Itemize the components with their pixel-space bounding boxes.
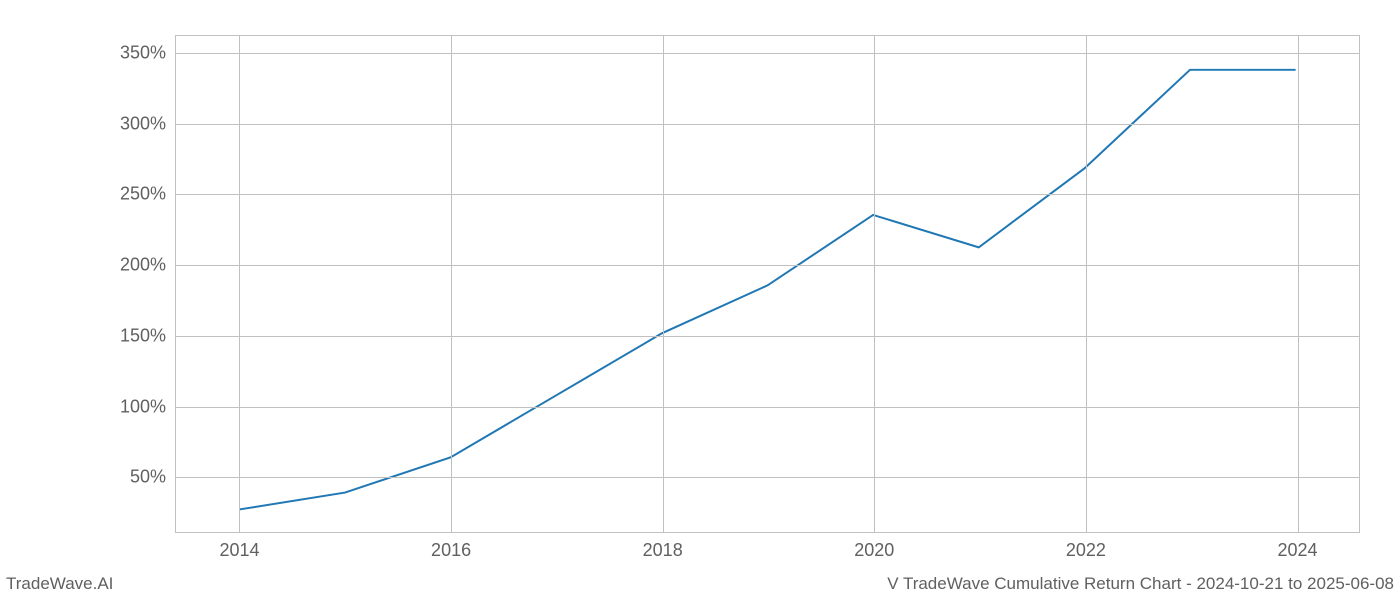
grid-line-horizontal bbox=[176, 194, 1359, 195]
grid-line-vertical bbox=[1298, 36, 1299, 532]
x-tick-label: 2020 bbox=[854, 532, 894, 561]
x-tick-label: 2022 bbox=[1066, 532, 1106, 561]
y-tick-label: 300% bbox=[120, 113, 176, 134]
chart-container: 20142016201820202022202450%100%150%200%2… bbox=[175, 35, 1360, 533]
grid-line-vertical bbox=[239, 36, 240, 532]
y-tick-label: 200% bbox=[120, 255, 176, 276]
grid-line-vertical bbox=[874, 36, 875, 532]
series-line-cumulative-return bbox=[239, 70, 1295, 510]
footer-caption: V TradeWave Cumulative Return Chart - 20… bbox=[887, 574, 1394, 594]
grid-line-vertical bbox=[663, 36, 664, 532]
grid-line-vertical bbox=[1086, 36, 1087, 532]
y-tick-label: 350% bbox=[120, 42, 176, 63]
plot-area: 20142016201820202022202450%100%150%200%2… bbox=[175, 35, 1360, 533]
footer-brand: TradeWave.AI bbox=[6, 574, 113, 594]
y-tick-label: 50% bbox=[130, 467, 176, 488]
grid-line-horizontal bbox=[176, 407, 1359, 408]
grid-line-horizontal bbox=[176, 53, 1359, 54]
grid-line-horizontal bbox=[176, 265, 1359, 266]
y-tick-label: 250% bbox=[120, 184, 176, 205]
x-tick-label: 2018 bbox=[643, 532, 683, 561]
x-tick-label: 2014 bbox=[219, 532, 259, 561]
x-tick-label: 2024 bbox=[1277, 532, 1317, 561]
y-tick-label: 150% bbox=[120, 325, 176, 346]
x-tick-label: 2016 bbox=[431, 532, 471, 561]
grid-line-horizontal bbox=[176, 477, 1359, 478]
grid-line-horizontal bbox=[176, 124, 1359, 125]
line-chart-svg bbox=[176, 36, 1359, 532]
y-tick-label: 100% bbox=[120, 396, 176, 417]
grid-line-vertical bbox=[451, 36, 452, 532]
grid-line-horizontal bbox=[176, 336, 1359, 337]
